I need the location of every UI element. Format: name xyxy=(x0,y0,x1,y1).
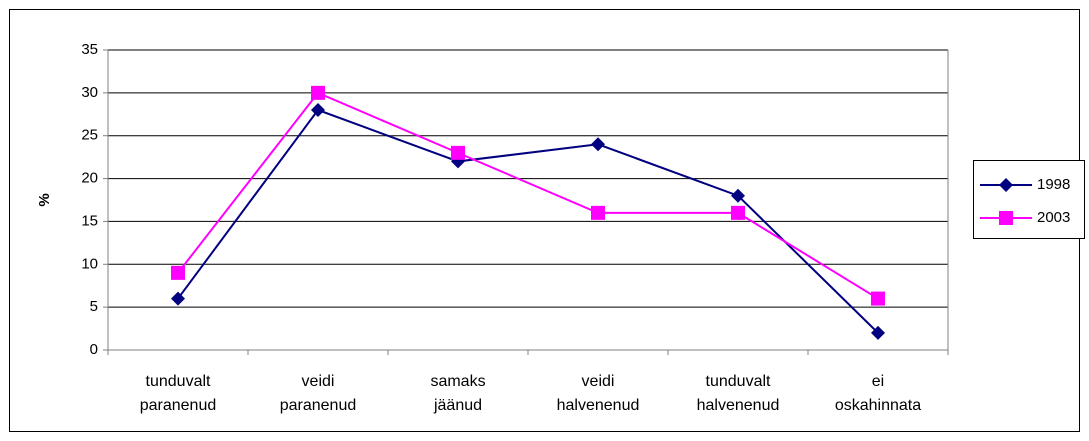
point xyxy=(591,205,605,220)
point xyxy=(999,178,1013,192)
point xyxy=(171,291,185,306)
x-tick-label: veidi paranenud xyxy=(279,373,357,414)
y-tick-label: 5 xyxy=(90,298,98,315)
point xyxy=(871,291,885,306)
legend-box xyxy=(973,160,1085,239)
x-tick-label: samaks jäänud xyxy=(430,373,486,414)
series-line xyxy=(177,108,879,334)
y-tick-label: 10 xyxy=(81,255,98,272)
point xyxy=(999,211,1013,225)
point xyxy=(451,145,465,160)
legend-label: 1998 xyxy=(1037,176,1070,193)
y-tick-label: 0 xyxy=(90,341,98,358)
point xyxy=(311,85,325,100)
y-tick-label: 25 xyxy=(81,127,98,144)
y-tick-label: 15 xyxy=(81,212,98,229)
point xyxy=(871,325,885,340)
series-line xyxy=(177,91,879,300)
point xyxy=(311,103,325,117)
y-tick-label: 35 xyxy=(81,41,98,58)
y-tick-label: 20 xyxy=(81,170,98,187)
point xyxy=(171,265,185,280)
point xyxy=(731,205,745,220)
legend-label: 2003 xyxy=(1037,209,1070,226)
chart-frame xyxy=(9,9,1080,432)
point xyxy=(731,188,745,203)
y-axis-label: % xyxy=(36,193,53,206)
x-tick-label: veidi halvenenud xyxy=(556,373,640,414)
x-tick-label: tunduvalt halvenenud xyxy=(696,373,780,414)
x-tick-label: ei oskahinnata xyxy=(834,373,922,414)
y-tick-label: 30 xyxy=(81,84,98,101)
x-tick-label: tunduvalt paranenud xyxy=(139,373,217,414)
point xyxy=(591,137,605,152)
